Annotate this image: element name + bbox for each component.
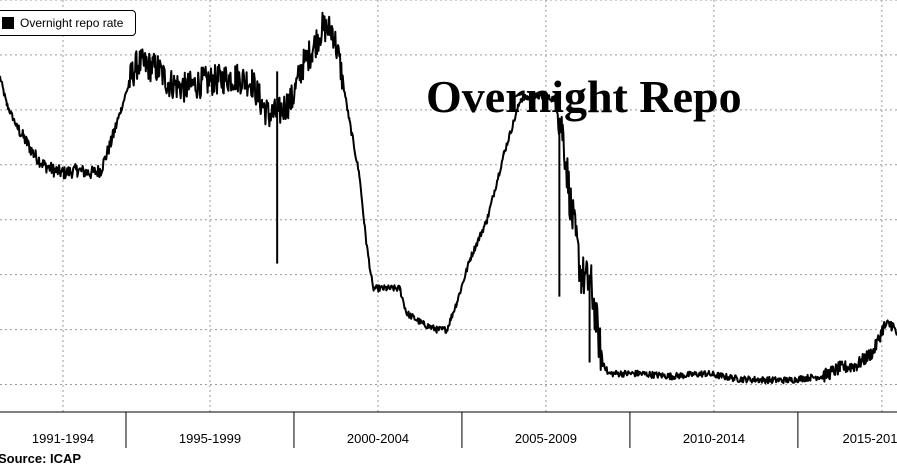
x-tick-label: 2005-2009 [515, 431, 577, 446]
legend: Overnight repo rate [0, 10, 136, 36]
grid [0, 0, 897, 412]
x-tick-label: 1995-1999 [179, 431, 241, 446]
x-tick-label: 2010-2014 [683, 431, 745, 446]
series-line-0 [0, 11, 897, 385]
x-tick-label: 1991-1994 [32, 431, 94, 446]
legend-label: Overnight repo rate [20, 16, 124, 30]
x-tick-label: 2015-201 [843, 431, 897, 446]
x-tick-label: 2000-2004 [347, 431, 409, 446]
series-layer [0, 11, 897, 385]
x-axis: 1991-1994 1995-1999 2000-2004 2005-2009 2010… [0, 411, 897, 448]
chart-title: Overnight Repo [426, 71, 742, 122]
legend-swatch [2, 17, 14, 29]
source-note: Source: ICAP [0, 451, 82, 466]
